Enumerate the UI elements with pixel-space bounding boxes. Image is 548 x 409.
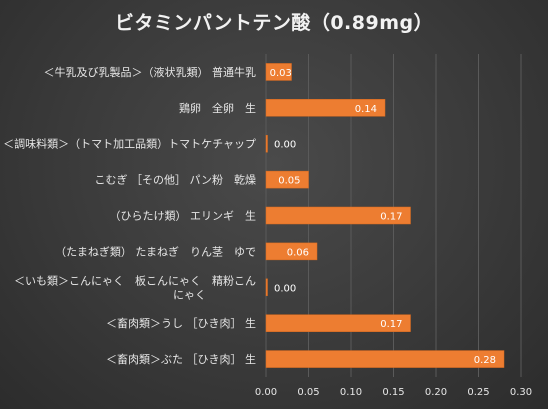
- category-label: （ひらたけ類） エリンギ 生: [110, 209, 257, 223]
- category-label: ＜畜肉類＞うし ［ひき肉］ 生: [106, 316, 256, 330]
- category-label: ＜牛乳及び乳製品＞（液状乳類） 普通牛乳: [44, 65, 257, 79]
- bar: [265, 350, 505, 368]
- category-label: ＜畜肉類＞ぶた ［ひき肉］ 生: [106, 352, 256, 366]
- x-tick-label: 0.25: [467, 387, 489, 398]
- bar: [265, 314, 411, 332]
- category-label: ＜いも類＞こんにゃく 板こんにゃく 精粉こんにゃく: [14, 273, 256, 301]
- category-label-line: ＜いも類＞こんにゃく 板こんにゃく 精粉こん: [14, 273, 256, 287]
- bar: [265, 206, 411, 225]
- bar: [265, 63, 292, 81]
- bar: [265, 99, 386, 117]
- value-label: 0.06: [287, 247, 309, 258]
- x-tick-label: 0.00: [255, 387, 277, 398]
- bar: [265, 278, 268, 297]
- category-label: ＜調味料類＞（トマト加工品類）トマトケチャップ: [3, 137, 256, 151]
- category-label: 鶏卵 全卵 生: [179, 101, 256, 115]
- bar: [265, 134, 268, 153]
- x-tick-label: 0.05: [297, 387, 319, 398]
- value-label: 0.14: [355, 104, 377, 115]
- x-tick-label: 0.30: [510, 387, 532, 398]
- value-labels: 0.03 0.14 0.00 0.05 0.17 0.06 0.00 0.17 0.28: [270, 68, 496, 366]
- category-label: （たまねぎ類） たまねぎ りん茎 ゆで: [55, 244, 256, 258]
- bar: [265, 170, 309, 189]
- value-label: 0.28: [474, 355, 496, 366]
- x-tick-label: 0.10: [340, 387, 362, 398]
- x-tick-labels: 0.00 0.05 0.10 0.15 0.20 0.25 0.30: [255, 387, 532, 398]
- value-label: 0.00: [274, 140, 296, 151]
- category-label: こむぎ ［その他］ パン粉 乾燥: [94, 173, 256, 187]
- x-tick-label: 0.15: [382, 387, 404, 398]
- value-label: 0.17: [380, 319, 402, 330]
- value-label: 0.03: [270, 68, 292, 79]
- value-label: 0.00: [274, 283, 296, 294]
- value-label: 0.05: [278, 176, 300, 187]
- bar: [265, 242, 318, 261]
- chart-title: ビタミンパントテン酸（0.89mg）: [114, 12, 434, 34]
- x-tick-label: 0.20: [425, 387, 447, 398]
- category-label-line: にゃく: [173, 288, 206, 301]
- value-label: 0.17: [380, 212, 402, 223]
- bars: [265, 63, 505, 368]
